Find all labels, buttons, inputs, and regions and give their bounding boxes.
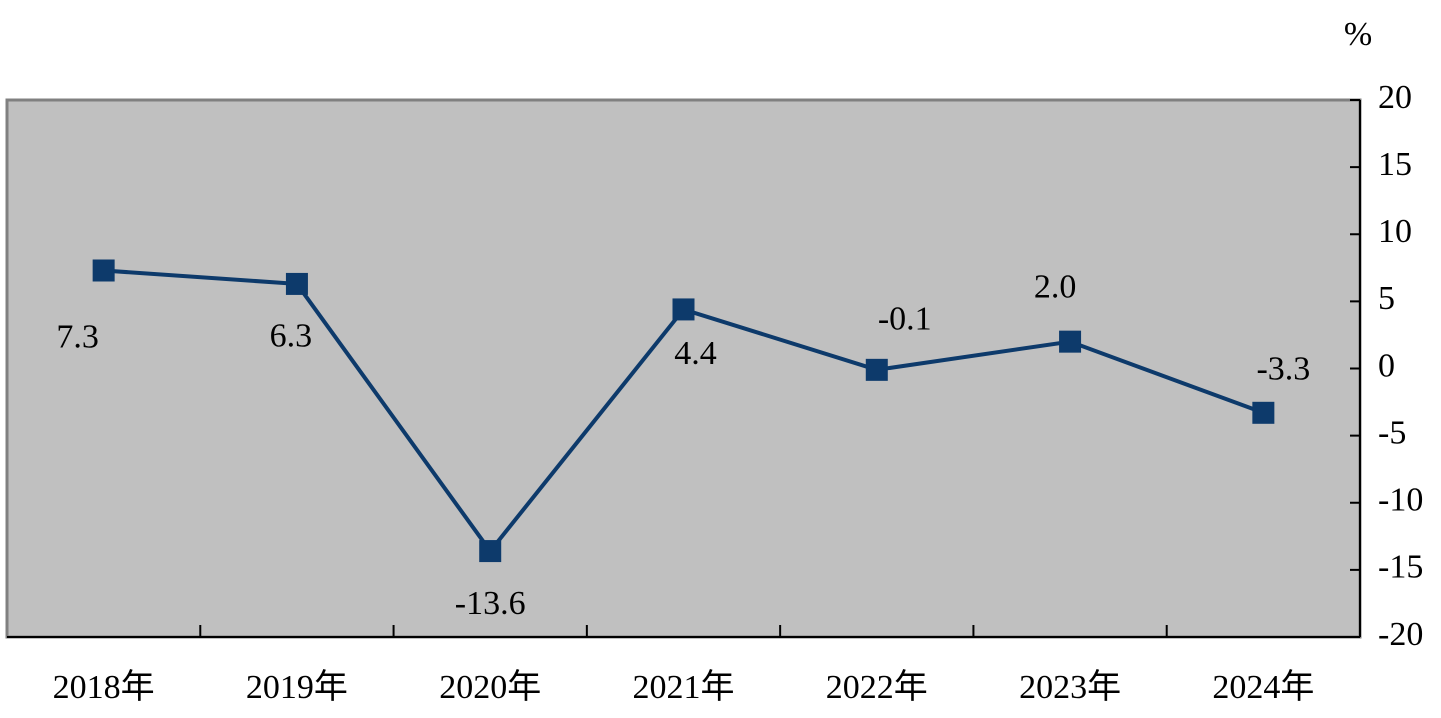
y-tick-label: 15 xyxy=(1378,146,1412,183)
y-tick-label: -5 xyxy=(1378,414,1406,451)
marker xyxy=(285,272,308,295)
x-tick-label: 2018年 xyxy=(53,668,155,706)
data-label: 6.3 xyxy=(270,318,313,355)
marker xyxy=(1059,330,1082,353)
x-tick-label: 2023年 xyxy=(1019,668,1121,706)
x-tick-label: 2024年 xyxy=(1212,668,1314,706)
y-tick-label: 0 xyxy=(1378,347,1395,384)
y-tick-label: 20 xyxy=(1378,79,1412,116)
x-tick-label: 2019年 xyxy=(246,668,348,706)
marker xyxy=(1252,401,1275,424)
data-label: 2.0 xyxy=(1034,268,1077,305)
marker xyxy=(92,259,115,282)
y-tick-label: 10 xyxy=(1378,213,1412,250)
x-tick-label: 2022年 xyxy=(826,668,928,706)
y-tick-label: 5 xyxy=(1378,280,1395,317)
data-label: -13.6 xyxy=(455,585,526,622)
x-tick-label: 2021年 xyxy=(633,668,735,706)
plot-area xyxy=(5,98,1362,639)
marker xyxy=(865,358,888,381)
data-label: -0.1 xyxy=(878,301,932,338)
y-tick-label: -20 xyxy=(1378,616,1423,653)
data-label: 4.4 xyxy=(674,335,717,372)
y-unit: % xyxy=(1344,16,1372,53)
y-tick-label: -15 xyxy=(1378,549,1423,586)
marker xyxy=(479,540,502,563)
y-tick-label: -10 xyxy=(1378,482,1423,519)
data-label: 7.3 xyxy=(56,318,99,355)
x-tick-label: 2020年 xyxy=(439,668,541,706)
marker xyxy=(672,298,695,321)
data-label: -3.3 xyxy=(1256,351,1310,388)
